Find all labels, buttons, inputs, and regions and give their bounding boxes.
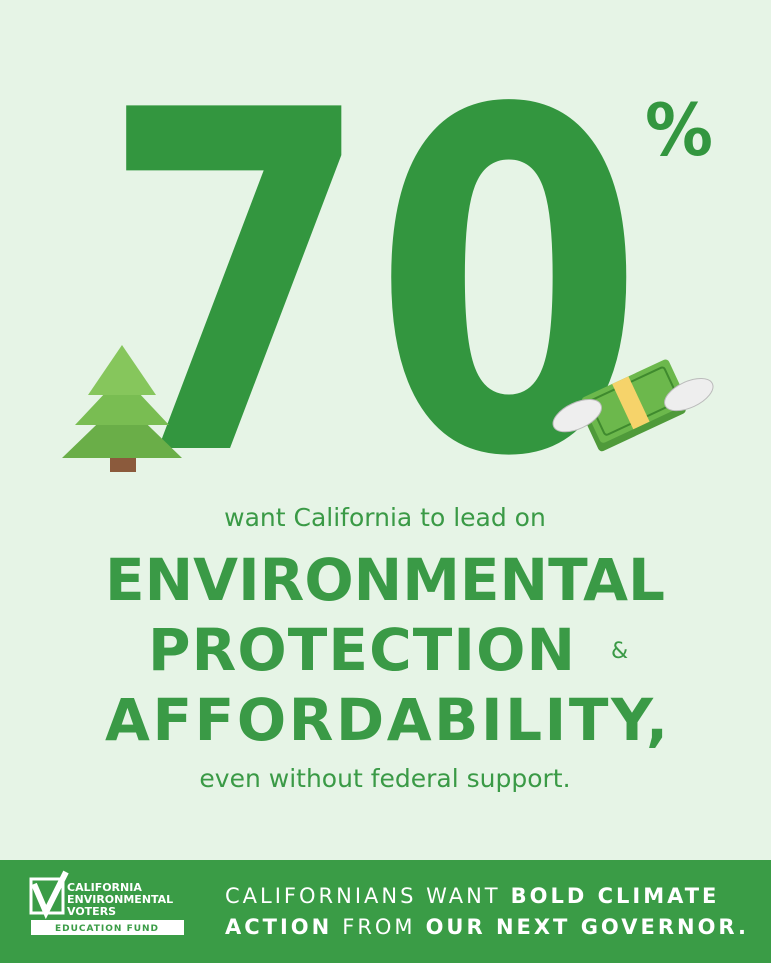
tagline-segment: BOLD CLIMATE: [511, 884, 720, 908]
tagline-segment: FROM: [342, 915, 415, 939]
ampersand: &: [611, 639, 628, 664]
logo-line: VOTERS: [67, 905, 116, 918]
emphasis-line: AFFORDABILITY,: [105, 686, 668, 754]
tagline-segment: CALIFORNIANS WANT: [225, 884, 501, 908]
tree-icon: [62, 345, 182, 472]
footer-band: [0, 860, 771, 963]
logo-line: CALIFORNIA: [67, 881, 142, 894]
logo-badge: EDUCATION FUND: [55, 924, 159, 934]
tagline-line: CALIFORNIANS WANT BOLD CLIMATE: [225, 884, 719, 908]
tagline-segment: OUR NEXT GOVERNOR.: [426, 915, 749, 939]
emphasis-line: ENVIRONMENTAL: [105, 546, 665, 614]
tagline-segment: ACTION: [225, 915, 332, 939]
headline-number: 70: [100, 12, 645, 559]
logo-line: ENVIRONMENTAL: [67, 893, 173, 906]
emphasis-line: PROTECTION: [148, 616, 575, 684]
logo: CALIFORNIA ENVIRONMENTAL VOTERS EDUCATIO…: [29, 870, 184, 935]
intro-text: want California to lead on: [224, 503, 546, 532]
headline-unit: %: [645, 88, 713, 172]
outro-text: even without federal support.: [199, 764, 570, 793]
money-icon: [552, 359, 714, 452]
tagline-line: ACTION FROM OUR NEXT GOVERNOR.: [225, 915, 749, 939]
